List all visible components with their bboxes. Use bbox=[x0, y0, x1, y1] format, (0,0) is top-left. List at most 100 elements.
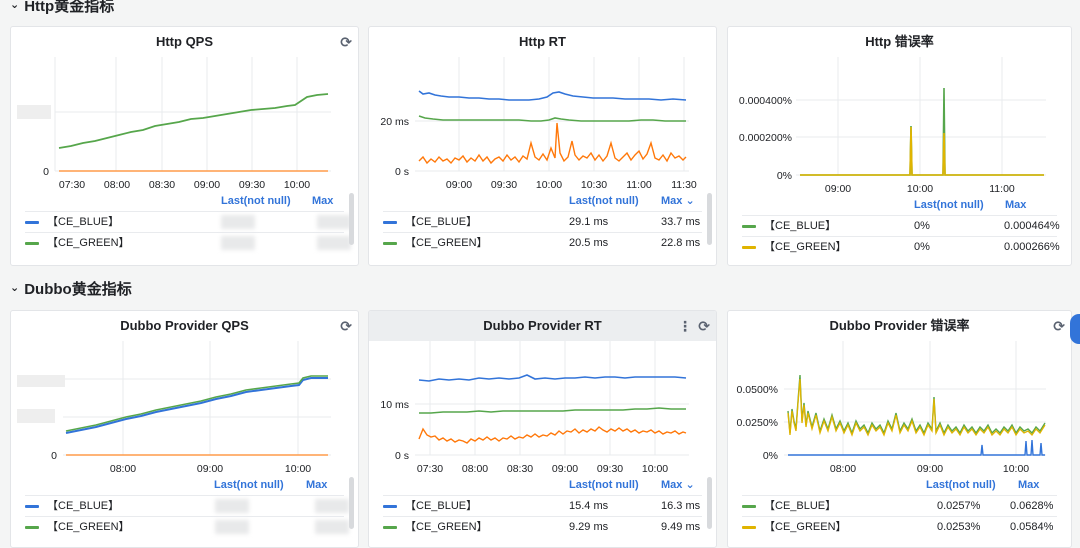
legend-last-value: 29.1 ms bbox=[569, 216, 609, 228]
series-swatch bbox=[742, 224, 756, 228]
panel-dubbo-error-rate[interactable]: Dubbo Provider 错误率 ⟳ 0.0500% 0.0250% 0% … bbox=[727, 310, 1072, 548]
x-tick: 09:30 bbox=[491, 179, 517, 191]
x-tick: 09:00 bbox=[552, 463, 578, 475]
redacted-value bbox=[215, 520, 249, 535]
x-tick: 10:00 bbox=[1003, 463, 1029, 475]
legend-row-blue[interactable]: 【CE_BLUE】 bbox=[25, 211, 351, 232]
y-tick: 0 bbox=[51, 450, 57, 462]
series-orange-line bbox=[418, 122, 687, 165]
refresh-icon[interactable]: ⟳ bbox=[1053, 318, 1065, 334]
legend-last-value: 9.29 ms bbox=[569, 521, 609, 533]
panel-title[interactable]: Dubbo Provider 错误率 ⟳ bbox=[728, 311, 1071, 341]
legend-header-max[interactable]: Max bbox=[306, 479, 328, 491]
refresh-icon[interactable]: ⟳ bbox=[340, 34, 352, 50]
legend-row-blue[interactable]: 【CE_BLUE】 15.4 ms 16.3 ms bbox=[383, 495, 702, 516]
row-title: Http黄金指标 bbox=[24, 0, 115, 15]
series-swatch bbox=[383, 525, 397, 529]
series-green-line bbox=[58, 93, 329, 149]
panel-http-rt[interactable]: Http RT 20 ms 0 s 09:00 09:30 10:00 10:3… bbox=[368, 26, 717, 266]
y-tick: 0.000200% bbox=[739, 132, 792, 144]
legend-header-last[interactable]: Last(not null) bbox=[569, 479, 639, 491]
legend-table: Last(not null) Max 【CE_BLUE】 0% 0.000464… bbox=[728, 197, 1071, 257]
x-tick: 10:00 bbox=[284, 179, 310, 191]
panel-dubbo-qps[interactable]: Dubbo Provider QPS ⟳ 0 08:00 09:00 10:00… bbox=[10, 310, 359, 548]
legend-max-value: 33.7 ms bbox=[661, 216, 701, 228]
legend-row-blue[interactable]: 【CE_BLUE】 bbox=[25, 495, 349, 516]
series-green-line bbox=[419, 407, 686, 414]
panel-menu-icon[interactable]: ⋮ bbox=[678, 318, 692, 334]
panel-title[interactable]: Http RT bbox=[519, 34, 566, 49]
legend-row-green[interactable]: 【CE_GREEN】 bbox=[25, 232, 351, 253]
redacted-value bbox=[315, 520, 349, 535]
y-tick: 0% bbox=[763, 450, 778, 462]
x-tick: 08:00 bbox=[110, 463, 136, 475]
legend-table: Last(not null) Max 【CE_BLUE】 【CE_GREEN】 bbox=[11, 477, 358, 537]
legend-scrollbar[interactable] bbox=[349, 477, 354, 529]
legend-scrollbar[interactable] bbox=[349, 193, 354, 245]
legend-row-green[interactable]: 【CE_GREEN】 bbox=[25, 516, 349, 537]
refresh-icon[interactable]: ⟳ bbox=[698, 318, 710, 334]
panel-title[interactable]: Dubbo Provider RT ⋮ ⟳ bbox=[369, 311, 716, 341]
x-tick: 09:00 bbox=[197, 463, 223, 475]
chart-http-error-rate: 0.000400% 0.000200% 0% 09:00 10:00 11:00 bbox=[739, 57, 1046, 195]
legend-header-max[interactable]: Max bbox=[1005, 199, 1027, 211]
legend-header-last[interactable]: Last(not null) bbox=[914, 199, 984, 211]
series-green-line bbox=[800, 87, 1044, 176]
legend-row-green[interactable]: 【CE_GREEN】 0.0253% 0.0584% bbox=[742, 516, 1057, 537]
panel-title[interactable]: Http QPS ⟳ bbox=[11, 27, 358, 57]
legend-row-green[interactable]: 【CE_GREEN】 20.5 ms 22.8 ms bbox=[383, 232, 702, 253]
y-tick: 10 ms bbox=[380, 399, 409, 411]
legend-last-value: 0.0257% bbox=[937, 500, 981, 512]
redacted-value bbox=[221, 215, 255, 230]
panel-title[interactable]: Dubbo Provider QPS ⟳ bbox=[11, 311, 358, 341]
legend-header-max[interactable]: Max bbox=[1018, 479, 1040, 491]
row-header-http[interactable]: ⌄ Http黄金指标 bbox=[10, 0, 114, 16]
x-tick: 08:00 bbox=[462, 463, 488, 475]
legend-max-value: 22.8 ms bbox=[661, 237, 701, 249]
row-header-dubbo[interactable]: ⌄ Dubbo黄金指标 bbox=[10, 277, 132, 299]
legend-header-last[interactable]: Last(not null) bbox=[221, 195, 291, 207]
refresh-icon[interactable]: ⟳ bbox=[340, 318, 352, 334]
x-tick: 09:00 bbox=[194, 179, 220, 191]
legend-header-max[interactable]: Max bbox=[312, 195, 334, 207]
x-tick: 11:00 bbox=[989, 183, 1015, 195]
legend-row-blue[interactable]: 【CE_BLUE】 0.0257% 0.0628% bbox=[742, 495, 1057, 516]
chart-http-rt: 20 ms 0 s 09:00 09:30 10:00 10:30 11:00 … bbox=[380, 57, 697, 191]
panel-http-error-rate[interactable]: Http 错误率 0.000400% 0.000200% 0% 09:00 10… bbox=[727, 26, 1072, 266]
legend-row-green[interactable]: 【CE_GREEN】 0% 0.000266% bbox=[742, 236, 1060, 257]
series-blue-line bbox=[418, 374, 687, 382]
redacted-value bbox=[315, 499, 349, 514]
legend-scrollbar[interactable] bbox=[707, 477, 712, 529]
series-green-line bbox=[787, 374, 1046, 436]
legend-scrollbar[interactable] bbox=[707, 193, 712, 245]
x-tick: 11:30 bbox=[671, 179, 697, 191]
panel-title[interactable]: Http 错误率 bbox=[865, 34, 934, 49]
y-tick: 0 s bbox=[395, 450, 409, 462]
legend-table: Last(not null) Max ⌄ 【CE_BLUE】 15.4 ms 1… bbox=[369, 477, 716, 537]
x-tick: 08:00 bbox=[830, 463, 856, 475]
chevron-down-icon: ⌄ bbox=[10, 281, 20, 294]
legend-header-last[interactable]: Last(not null) bbox=[214, 479, 284, 491]
y-tick-redacted bbox=[17, 375, 65, 387]
x-tick: 08:30 bbox=[149, 179, 175, 191]
redacted-value bbox=[221, 236, 255, 251]
x-tick: 09:30 bbox=[239, 179, 265, 191]
legend-row-green[interactable]: 【CE_GREEN】 9.29 ms 9.49 ms bbox=[383, 516, 702, 537]
x-tick: 08:00 bbox=[104, 179, 130, 191]
legend-header-max-sorted[interactable]: Max ⌄ bbox=[661, 195, 695, 207]
series-swatch bbox=[742, 525, 756, 529]
y-tick: 0.0500% bbox=[737, 384, 778, 396]
legend-header-last[interactable]: Last(not null) bbox=[569, 195, 639, 207]
y-tick: 0 bbox=[43, 166, 49, 178]
legend-row-blue[interactable]: 【CE_BLUE】 29.1 ms 33.7 ms bbox=[383, 211, 702, 232]
panel-dubbo-rt[interactable]: Dubbo Provider RT ⋮ ⟳ 10 ms 0 s 07:30 08… bbox=[368, 310, 717, 548]
legend-row-blue[interactable]: 【CE_BLUE】 0% 0.000464% bbox=[742, 215, 1060, 236]
panel-http-qps[interactable]: Http QPS ⟳ 0 07:30 08:00 08:30 09:00 09:… bbox=[10, 26, 359, 266]
legend-header-last[interactable]: Last(not null) bbox=[926, 479, 996, 491]
x-tick: 09:00 bbox=[825, 183, 851, 195]
row-title: Dubbo黄金指标 bbox=[24, 280, 132, 298]
legend-max-value: 0.000464% bbox=[1004, 220, 1060, 232]
legend-header-max-sorted[interactable]: Max ⌄ bbox=[661, 479, 695, 491]
side-panel-toggle-button[interactable] bbox=[1070, 314, 1080, 344]
chart-http-qps: 0 07:30 08:00 08:30 09:00 09:30 10:00 bbox=[17, 57, 331, 191]
